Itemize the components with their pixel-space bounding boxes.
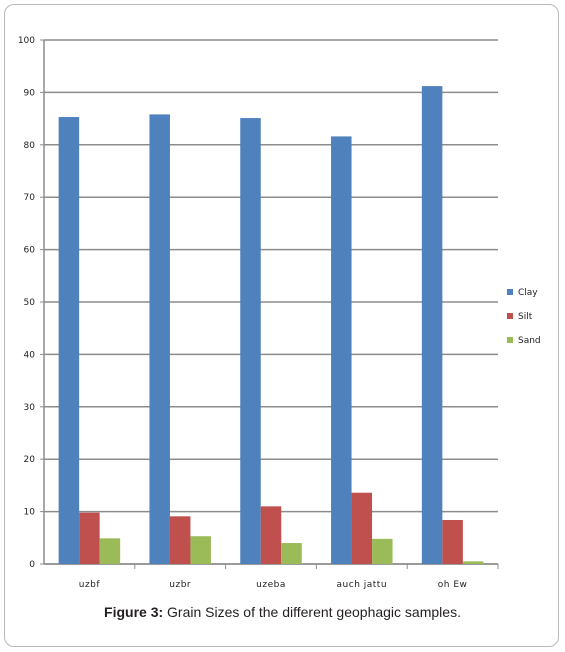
legend-swatch-clay <box>507 289 513 295</box>
y-tick-label: 30 <box>24 403 36 413</box>
y-tick-label: 10 <box>24 508 36 518</box>
bar-silt <box>79 512 100 564</box>
y-tick-label: 90 <box>24 88 36 98</box>
y-tick-label: 60 <box>24 246 36 256</box>
bar-clay <box>421 86 443 564</box>
bar-sand <box>462 561 484 564</box>
legend-label-clay: Clay <box>518 288 538 298</box>
bar-silt <box>442 519 463 564</box>
caption-text: Grain Sizes of the different geophagic s… <box>163 604 461 620</box>
bar-clay <box>331 136 352 564</box>
y-tick-label: 70 <box>24 193 36 203</box>
grain-size-bar-chart: 0 10 20 30 40 50 60 70 80 90 100 uzbf uzbr uzeba auch … <box>18 36 541 590</box>
x-tick-label: auch jattu <box>337 580 388 590</box>
y-tick-label: 100 <box>18 36 35 46</box>
x-tick-label: uzeba <box>256 580 286 590</box>
legend-label-silt: Silt <box>518 312 533 322</box>
y-tick-label: 80 <box>24 141 36 151</box>
y-tick-label: 0 <box>29 560 35 570</box>
bar-clay <box>240 118 261 565</box>
y-tick-label: 20 <box>24 455 36 465</box>
bar-clay <box>58 117 80 564</box>
figure-caption: Figure 3: Grain Sizes of the different g… <box>0 604 565 620</box>
bar-silt <box>169 516 191 564</box>
caption-label: Figure 3: <box>104 604 164 620</box>
bar-sand <box>372 538 393 564</box>
bar-silt <box>260 506 282 564</box>
x-tick-label: uzbr <box>169 580 191 590</box>
y-tick-label: 40 <box>24 350 36 360</box>
bar-sand <box>99 538 121 564</box>
figure-frame <box>4 4 559 647</box>
bar-silt <box>351 492 373 564</box>
bar-sand <box>281 543 302 564</box>
legend-swatch-silt <box>507 313 513 319</box>
bar-clay <box>149 114 170 565</box>
x-tick-label: uzbf <box>79 580 101 590</box>
x-tick-label: oh Ew <box>438 580 468 590</box>
legend-label-sand: Sand <box>518 336 541 346</box>
y-tick-label: 50 <box>24 298 36 308</box>
bar-sand <box>190 536 211 564</box>
legend-swatch-sand <box>507 337 513 343</box>
